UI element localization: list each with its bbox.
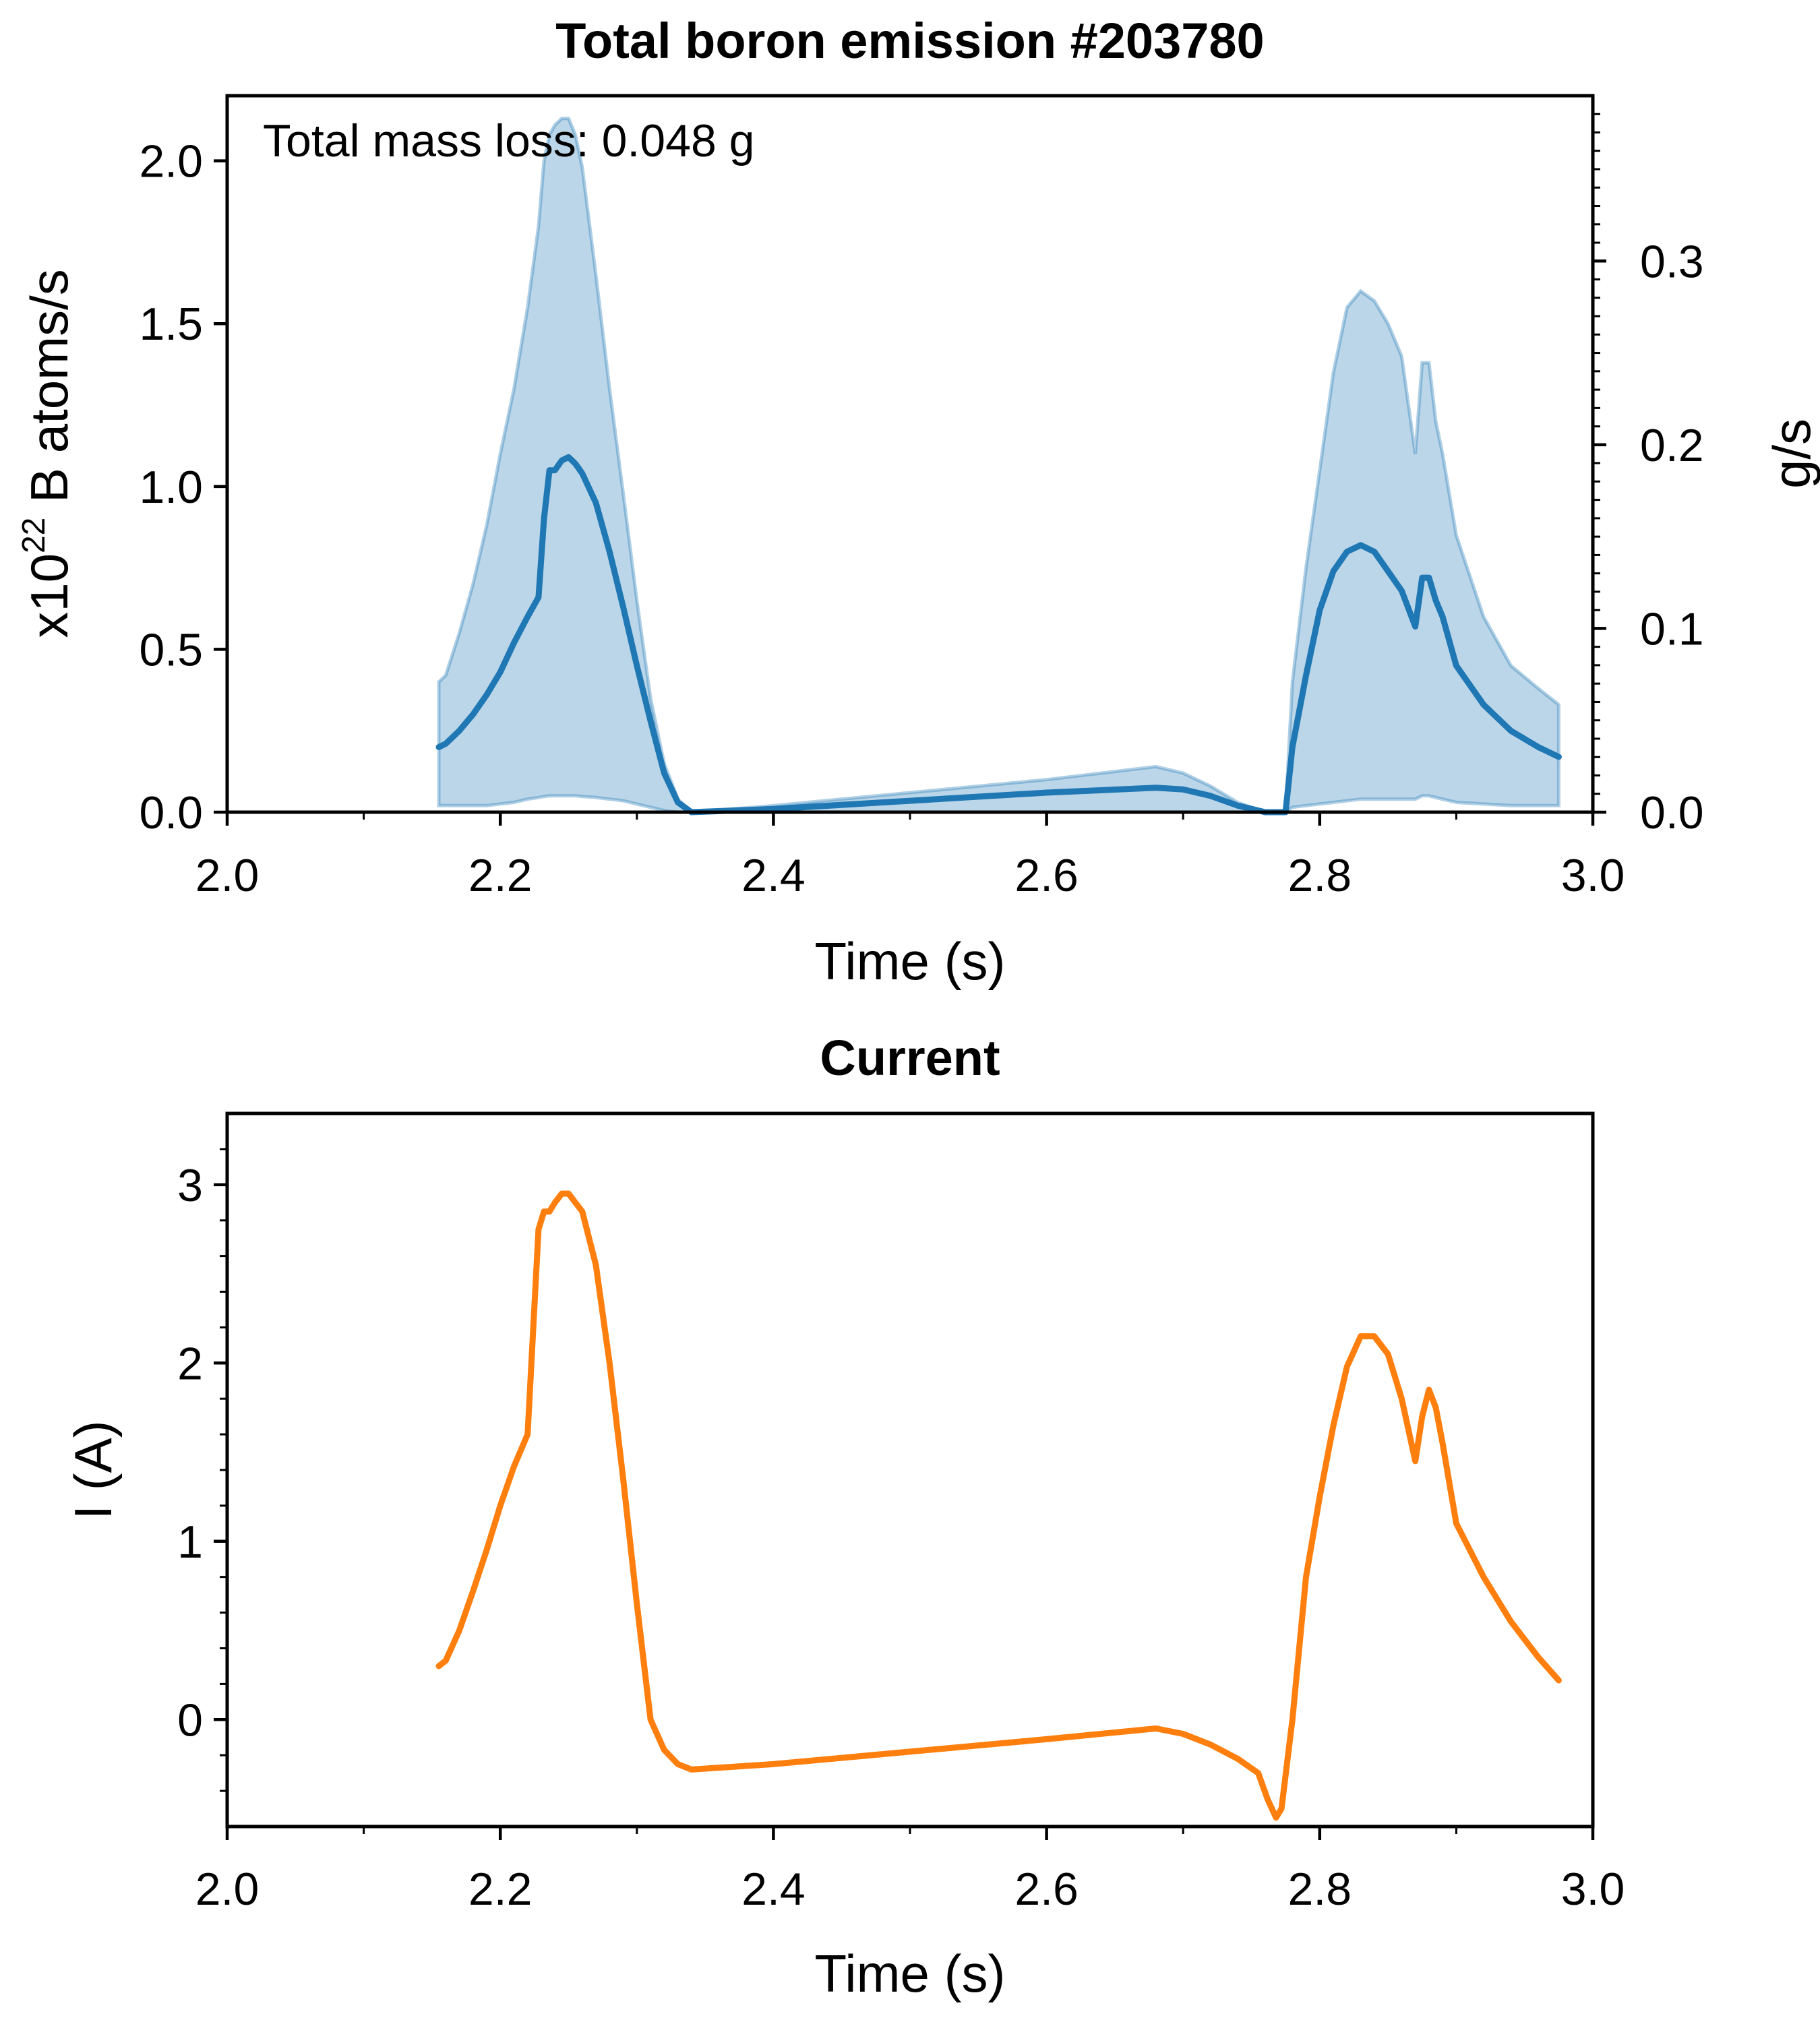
current-line	[435, 1190, 1562, 1821]
x-axis-ticks: 2.0 2.2 2.4 2.6 2.8 3.0	[195, 1827, 1625, 1915]
chart1-x-axis-label: Time (s)	[814, 931, 1005, 991]
series-line-layer	[435, 454, 1562, 816]
y2-axis-ticks: 0.0 0.1 0.2 0.3	[1593, 113, 1704, 838]
uncertainty-band-layer	[437, 117, 1560, 814]
emission-line	[435, 454, 1562, 816]
boron-emission-chart: Total boron emission #203780 2.0 2.2 2.4 2.…	[16, 13, 1820, 991]
chart1-x-tick-label: 2.8	[1288, 850, 1352, 901]
chart2-x-tick-label: 2.6	[1014, 1864, 1079, 1915]
chart2-x-axis-label: Time (s)	[814, 1944, 1005, 2003]
chart1-x-tick-label: 2.2	[468, 850, 533, 901]
chart1-y2-tick-label: 0.3	[1640, 236, 1704, 287]
chart1-x-tick-label: 2.6	[1014, 850, 1079, 901]
chart2-y-tick-label: 2	[177, 1338, 203, 1389]
chart2-title: Current	[820, 1030, 1000, 1086]
y-label-prefix: x10	[20, 553, 79, 638]
chart1-x-tick-label: 3.0	[1561, 850, 1625, 901]
chart1-y-tick-label: 0.0	[139, 787, 203, 838]
chart1-title: Total boron emission #203780	[555, 13, 1264, 69]
x-axis-ticks: 2.0 2.2 2.4 2.6 2.8 3.0	[195, 812, 1625, 901]
uncertainty-band	[437, 117, 1560, 814]
series-line-layer	[435, 1190, 1562, 1821]
chart1-y-tick-label: 1.0	[139, 462, 203, 513]
y-axis-ticks: 0.0 0.5 1.0 1.5 2.0	[139, 136, 227, 838]
chart2-y-axis-label: I (A)	[63, 1420, 123, 1519]
chart1-y-axis-label: x1022 B atoms/s	[16, 269, 79, 638]
chart1-y-tick-label: 1.5	[139, 299, 203, 350]
chart1-y2-tick-label: 0.1	[1640, 603, 1704, 654]
mass-loss-annotation: Total mass loss: 0.048 g	[263, 115, 754, 166]
chart2-y-tick-label: 3	[177, 1160, 203, 1211]
chart2-x-tick-label: 2.0	[195, 1864, 260, 1915]
chart1-x-tick-label: 2.4	[741, 850, 806, 901]
chart1-y2-axis-label: g/s	[1762, 419, 1820, 489]
chart1-y2-tick-label: 0.2	[1640, 420, 1704, 471]
chart1-x-tick-label: 2.0	[195, 850, 260, 901]
current-chart: Current 2.0 2.2 2.4 2.6 2.8 3.0 0 1 2 3 Time (s)…	[63, 1030, 1625, 2003]
chart1-y-tick-label: 2.0	[139, 136, 203, 187]
chart2-x-tick-label: 3.0	[1561, 1864, 1625, 1915]
chart2-plot-frame	[225, 1111, 1595, 1829]
chart2-y-tick-label: 0	[177, 1694, 203, 1746]
chart1-y-tick-label: 0.5	[139, 624, 203, 675]
chart2-x-tick-label: 2.4	[741, 1864, 806, 1915]
chart1-y2-tick-label: 0.0	[1640, 787, 1704, 838]
chart2-x-tick-label: 2.8	[1288, 1864, 1352, 1915]
y-axis-ticks: 0 1 2 3	[177, 1148, 227, 1792]
y-label-suffix: B atoms/s	[20, 269, 79, 517]
chart2-y-tick-label: 1	[177, 1516, 203, 1568]
chart2-x-tick-label: 2.2	[468, 1864, 533, 1915]
y-label-exponent: 22	[16, 518, 52, 553]
